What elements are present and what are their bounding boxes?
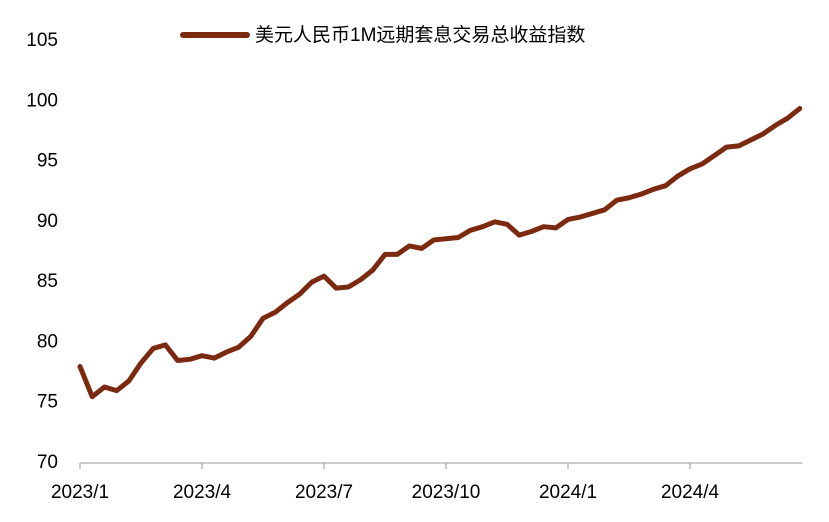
- x-tick-label: 2023/4: [173, 482, 232, 503]
- y-tick-label: 95: [37, 151, 58, 172]
- y-tick-label: 80: [37, 331, 58, 352]
- legend-label: 美元人民币1M远期套息交易总收益指数: [255, 24, 585, 46]
- x-tick-label: 2023/7: [295, 482, 353, 503]
- y-tick-label: 70: [37, 452, 58, 473]
- x-tick-label: 2024/1: [539, 482, 597, 503]
- x-tick-label: 2024/4: [661, 482, 720, 503]
- y-tick-label: 85: [37, 271, 58, 292]
- x-tick-label: 2023/1: [51, 482, 109, 503]
- y-tick-label: 100: [26, 90, 58, 111]
- x-tick-label: 2023/10: [412, 482, 481, 503]
- y-tick-label: 75: [37, 392, 58, 413]
- y-tick-label: 90: [37, 211, 58, 232]
- line: [77, 106, 803, 400]
- y-tick-label: 105: [26, 30, 58, 51]
